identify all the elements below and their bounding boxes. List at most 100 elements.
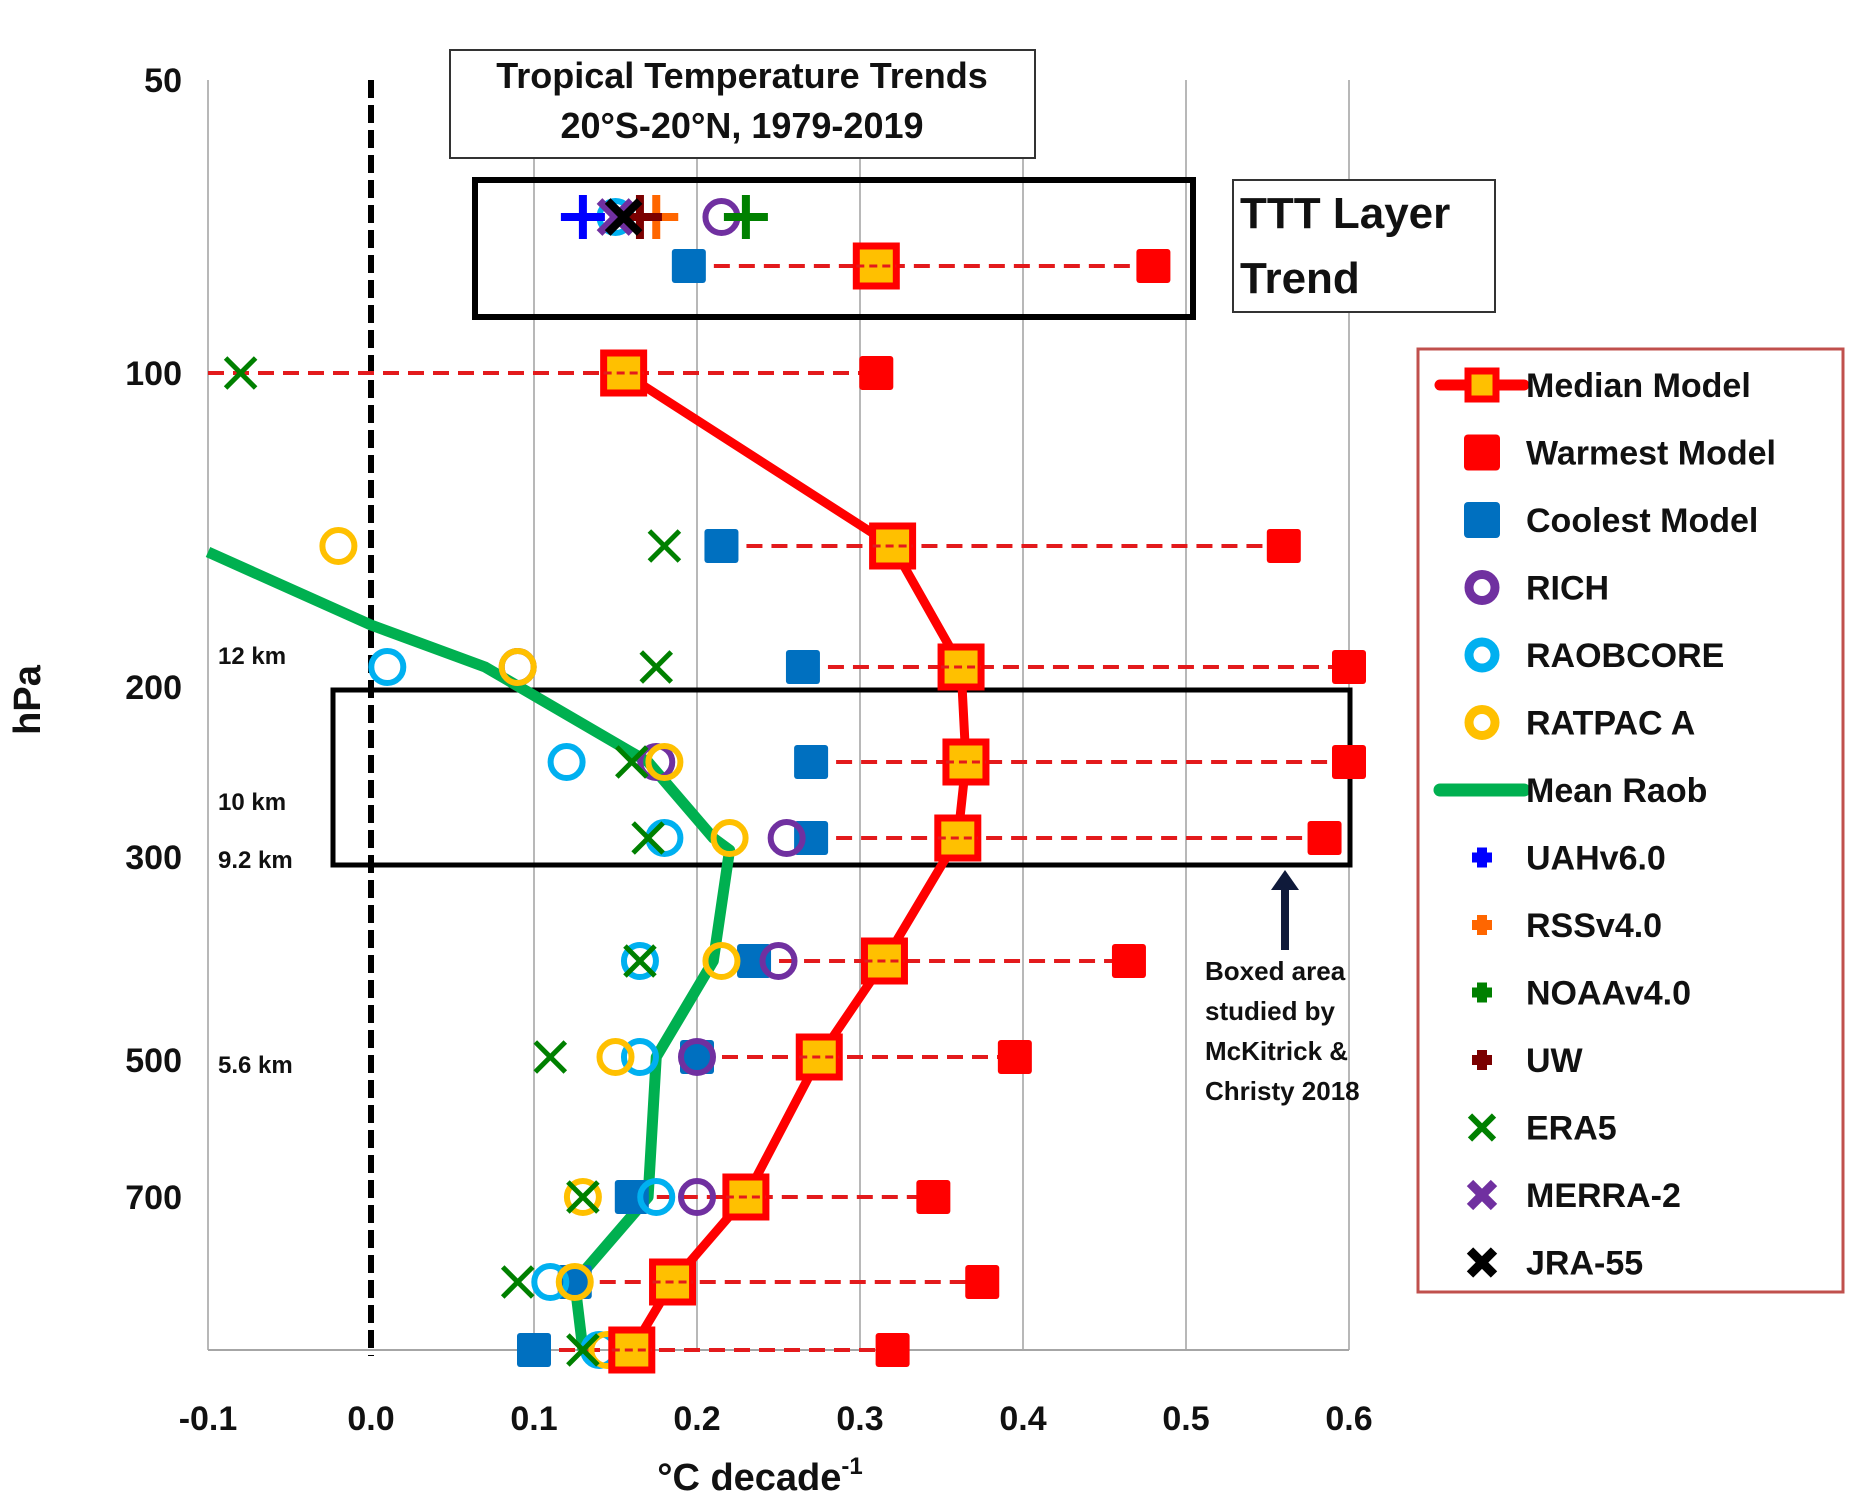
y-tick-label: 700 [125,1179,182,1217]
median-model-icon [1464,367,1500,403]
legend-label: Mean Raob [1526,772,1707,810]
raobcore-marker [547,743,586,781]
coolest-model-icon [1464,502,1500,538]
coolest-model-marker [680,1040,714,1074]
warmest-model-marker [1111,944,1146,978]
raobcore-marker [620,942,659,980]
arrow-up-icon [1271,870,1299,890]
legend-item-era5: ERA5 [1467,1110,1617,1148]
ratpac-a-marker [710,819,749,857]
warmest-model-marker [1266,529,1301,563]
median-model-marker [722,1173,770,1221]
chart-title: Tropical Temperature Trends [496,55,987,96]
legend-label: Median Model [1526,367,1751,405]
legend-item-merra-2: MERRA-2 [1466,1177,1681,1215]
legend-item-jra-55: JRA-55 [1466,1245,1643,1283]
gridlines [207,80,1350,1356]
era5-marker [566,1333,600,1367]
legend-item-mean-raob: Mean Raob [1433,772,1707,810]
legend-item-raobcore: RAOBCORE [1464,637,1724,675]
raobcore-marker [645,819,684,857]
y-tick-label: 500 [125,1042,182,1080]
legend-item-uw: UW [1472,1042,1584,1080]
y-tick-label: 50 [144,62,182,100]
chart-subtitle: 20°S-20°N, 1979-2019 [560,105,923,146]
x-tick-label: 0.2 [673,1400,720,1438]
legend-label: RSSv4.0 [1526,907,1662,945]
median-model-marker [860,937,908,985]
x-tick-label: 0.6 [1325,1400,1372,1438]
era5-icon [1467,1113,1497,1142]
median-model-marker [608,1326,656,1374]
altitude-label: 5.6 km [218,1052,293,1079]
legend-label: UW [1526,1042,1584,1080]
boxed-area-note: Christy 2018 [1205,1076,1360,1106]
legend-item-warmest-model: Warmest Model [1464,434,1776,473]
warmest-model-marker [965,1265,1000,1299]
y-axis-label: hPa [7,664,49,735]
median-model-marker [649,1258,697,1306]
warmest-model-marker [916,1180,951,1214]
x-axis-label: °C decade-1 [657,1453,863,1499]
median-model-marker [795,1033,843,1081]
series-lines [205,369,971,1353]
x-tick-label: -0.1 [179,1400,238,1438]
warmest-model-marker [1307,821,1342,855]
era5-marker [533,1040,568,1074]
era5-marker [631,821,665,855]
altitude-label: 12 km [218,643,286,670]
altitude-label: 9.2 km [218,847,293,874]
rich-marker [767,819,806,857]
rich-icon [1464,570,1500,605]
ratpac-a-marker [555,1263,594,1301]
boxed-area-note: studied by [1205,996,1336,1026]
legend-box [1416,347,1845,1294]
text-layer: -0.1 0.0 0.1 0.2 0.3 0.4 0.5 0.6 50 100 200 300 500 7… [7,55,1450,1499]
legend-label: RICH [1526,570,1609,608]
coolest-model-marker [704,529,739,563]
legend-item-median-model: Median Model [1434,367,1751,405]
legend-label: RATPAC A [1526,705,1695,743]
model-range-lines [208,264,1349,1352]
warmest-model-icon [1464,434,1500,471]
rich-marker [678,1178,716,1216]
legend-item-coolest-model: Coolest Model [1464,502,1758,540]
median-model-marker [942,738,990,786]
legend-label: Warmest Model [1526,435,1776,473]
x-tick-label: 0.0 [347,1400,394,1438]
rich-marker [678,1038,716,1076]
era5-marker [639,650,674,684]
uahv6-0-icon [1472,847,1492,868]
jra-55-icon [1466,1247,1498,1278]
rssv4-0-icon [1472,915,1492,935]
median-model-marker [869,522,917,570]
coolest-model-marker [794,745,829,779]
x-tick-label: 0.4 [999,1400,1046,1438]
legend-item-uahv6-0: UAHv6.0 [1472,840,1666,878]
ttt-label-box [1232,179,1496,313]
warmest-model-marker [859,356,894,390]
coolest-model-marker [671,249,706,283]
legend-label: UAHv6.0 [1526,840,1666,878]
era5-marker [566,1180,600,1214]
y-tick-label: 200 [125,669,182,707]
ratpac-a-marker [702,942,741,980]
raobcore-marker [368,648,407,686]
boxed-area-note: McKitrick & [1205,1036,1348,1066]
x-tick-label: 0.1 [510,1400,557,1438]
median-model-marker [852,242,900,290]
merra-2-icon [1466,1179,1498,1211]
jra-55-marker [604,198,643,236]
data-markers [223,195,1366,1374]
median-model-line [621,369,971,1353]
median-model-marker [934,814,982,862]
ratpac-a-marker [498,648,537,686]
altitude-label: 10 km [218,789,286,816]
raobcore-icon [1464,637,1500,673]
ttt-label: TTT Layer [1240,189,1450,238]
x-axis-label-superscript: -1 [841,1453,862,1480]
ratpac-a-marker [645,743,684,781]
legend-label: NOAAv4.0 [1526,975,1691,1013]
warmest-model-marker [1332,745,1366,779]
